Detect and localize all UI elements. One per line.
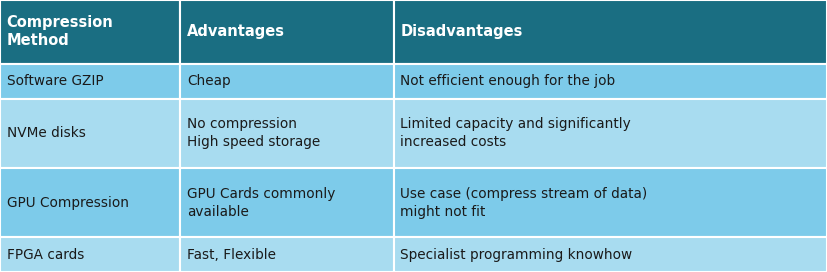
Text: Disadvantages: Disadvantages (400, 24, 523, 39)
Text: Software GZIP: Software GZIP (7, 74, 103, 88)
FancyBboxPatch shape (394, 64, 827, 99)
Text: FPGA cards: FPGA cards (7, 248, 84, 262)
FancyBboxPatch shape (394, 99, 827, 168)
FancyBboxPatch shape (394, 168, 827, 237)
FancyBboxPatch shape (180, 99, 394, 168)
FancyBboxPatch shape (0, 99, 180, 168)
Text: NVMe disks: NVMe disks (7, 126, 85, 140)
Text: GPU Cards commonly
available: GPU Cards commonly available (187, 187, 335, 219)
Text: No compression
High speed storage: No compression High speed storage (187, 117, 320, 149)
Text: Use case (compress stream of data)
might not fit: Use case (compress stream of data) might… (400, 187, 648, 219)
FancyBboxPatch shape (180, 0, 394, 64)
FancyBboxPatch shape (394, 0, 827, 64)
FancyBboxPatch shape (180, 168, 394, 237)
Text: Fast, Flexible: Fast, Flexible (187, 248, 276, 262)
FancyBboxPatch shape (180, 64, 394, 99)
FancyBboxPatch shape (0, 64, 180, 99)
FancyBboxPatch shape (394, 237, 827, 272)
Text: Not efficient enough for the job: Not efficient enough for the job (400, 74, 615, 88)
Text: Limited capacity and significantly
increased costs: Limited capacity and significantly incre… (400, 117, 631, 149)
Text: Compression
Method: Compression Method (7, 16, 113, 48)
Text: Advantages: Advantages (187, 24, 285, 39)
FancyBboxPatch shape (0, 0, 180, 64)
Text: Cheap: Cheap (187, 74, 231, 88)
FancyBboxPatch shape (180, 237, 394, 272)
FancyBboxPatch shape (0, 168, 180, 237)
FancyBboxPatch shape (0, 237, 180, 272)
Text: GPU Compression: GPU Compression (7, 196, 129, 210)
Text: Specialist programming knowhow: Specialist programming knowhow (400, 248, 633, 262)
